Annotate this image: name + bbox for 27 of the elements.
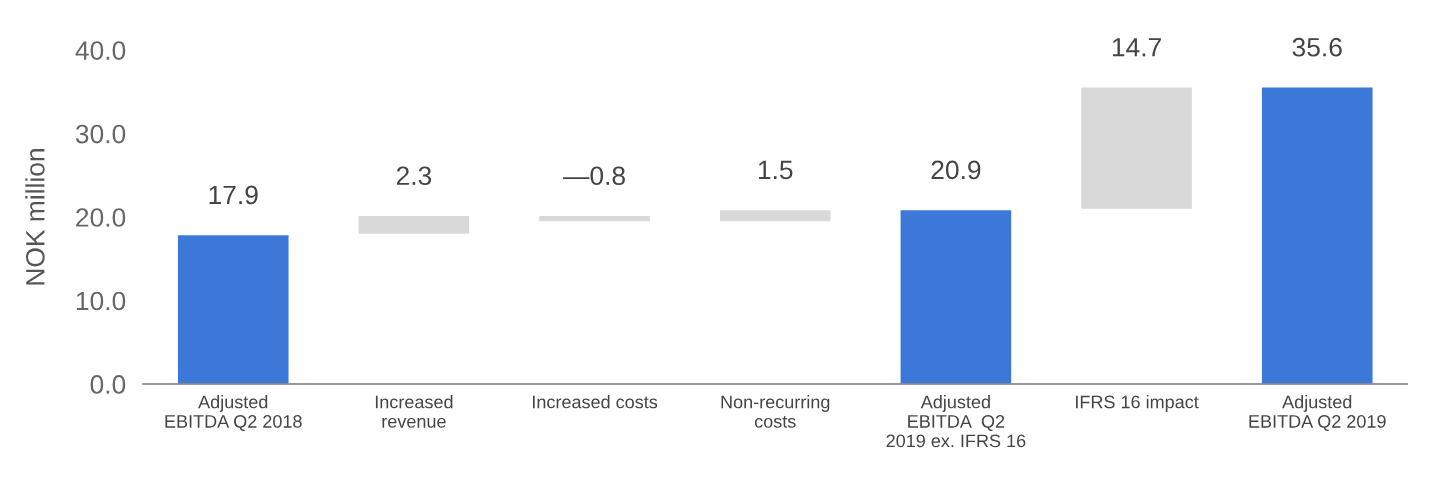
bar [899,208,1013,384]
x-tick-label: Non-recurring costs [721,395,830,428]
y-tick-label: 30.0 [75,124,126,144]
x-tick-label: Increased revenue [375,395,453,428]
y-tick-label: 20.0 [76,208,126,227]
data-label: 20.9 [931,160,981,180]
y-tick-label: 10.0 [76,291,126,311]
data-label: 14.7 [1112,38,1161,57]
data-label: 2.3 [396,166,432,186]
data-label: —0.8 [563,166,625,186]
bar [537,214,652,223]
bar [357,214,471,236]
data-label: 35.6 [1292,37,1342,57]
bar [1079,86,1194,211]
x-tick-label: Adjusted EBITDA Q2 2019 ex. IFRS 16 [886,395,1026,448]
x-tick-label: IFRS 16 impact [1076,395,1199,412]
y-tick-label: 0.0 [90,375,126,394]
x-tick-label: Adjusted EBITDA Q2 2018 [165,395,302,432]
data-label: 1.5 [758,160,793,180]
y-tick-label: 40.0 [75,41,126,60]
y-axis-title: NOK million [25,149,45,285]
bar [176,233,290,384]
x-tick-label: Increased costs [533,395,658,409]
bar [1260,86,1374,384]
data-label: 17.9 [209,185,258,205]
x-tick-label: Adjusted EBITDA Q2 2019 [1249,395,1386,432]
bar [718,208,832,223]
